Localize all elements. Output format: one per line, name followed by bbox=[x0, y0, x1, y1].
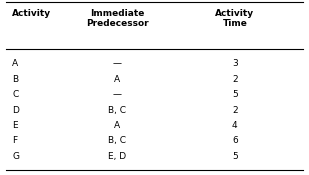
Text: —: — bbox=[113, 60, 122, 68]
Text: 5: 5 bbox=[232, 90, 238, 99]
Text: 6: 6 bbox=[232, 136, 238, 145]
Text: —: — bbox=[113, 90, 122, 99]
Text: Immediate
Predecessor: Immediate Predecessor bbox=[86, 9, 149, 28]
Text: F: F bbox=[12, 136, 18, 145]
Text: 5: 5 bbox=[232, 152, 238, 161]
Text: C: C bbox=[12, 90, 19, 99]
Text: A: A bbox=[114, 121, 121, 130]
Text: Activity: Activity bbox=[12, 9, 52, 18]
Text: D: D bbox=[12, 106, 19, 115]
Text: E: E bbox=[12, 121, 18, 130]
Text: B, C: B, C bbox=[108, 106, 126, 115]
Text: G: G bbox=[12, 152, 19, 161]
Text: Activity
Time: Activity Time bbox=[215, 9, 254, 28]
Text: 4: 4 bbox=[232, 121, 238, 130]
Text: B: B bbox=[12, 75, 19, 84]
Text: E, D: E, D bbox=[108, 152, 126, 161]
Text: 2: 2 bbox=[232, 106, 238, 115]
Text: B, C: B, C bbox=[108, 136, 126, 145]
Text: 2: 2 bbox=[232, 75, 238, 84]
Text: 3: 3 bbox=[232, 60, 238, 68]
Text: A: A bbox=[114, 75, 121, 84]
Text: A: A bbox=[12, 60, 19, 68]
